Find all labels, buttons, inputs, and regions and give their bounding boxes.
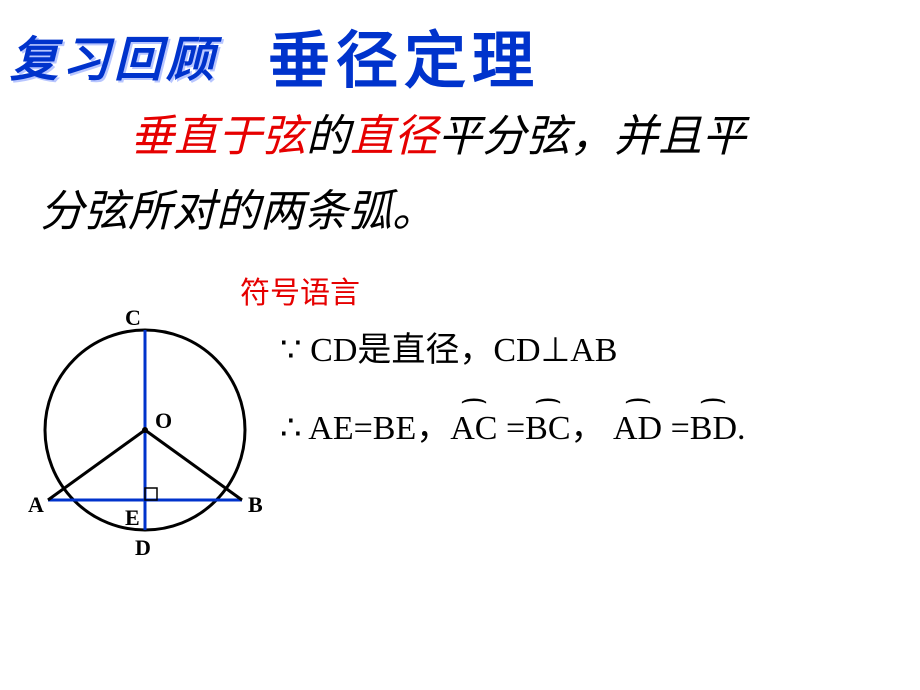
stmt-p2: 的 — [306, 112, 350, 161]
arc-ad: AD — [613, 390, 662, 468]
because-sym: ∵ — [280, 332, 302, 369]
period: . — [737, 410, 746, 447]
label-c: C — [125, 305, 141, 330]
right-angle-mark — [145, 488, 157, 500]
comma1: ， — [571, 410, 605, 447]
review-label: 复习回顾 — [10, 20, 218, 90]
geometry-diagram: C O A B E D — [20, 300, 270, 580]
proof-block: ∵ CD是直径，CD⊥AB ∴ AE=BE，AC =BC， AD =BD. — [280, 312, 746, 468]
label-o: O — [155, 408, 172, 433]
label-a: A — [28, 492, 44, 517]
proof-given: ∵ CD是直径，CD⊥AB — [280, 312, 746, 390]
therefore-sym: ∴ — [280, 410, 302, 447]
diagram-svg: C O A B E D — [20, 300, 270, 580]
line-ob — [145, 430, 242, 500]
conc-ae-be: AE=BE， — [302, 410, 451, 447]
proof-conclusion: ∴ AE=BE，AC =BC， AD =BD. — [280, 390, 746, 468]
arc-ac: AC — [450, 390, 497, 468]
stmt-red-2: 直径 — [350, 112, 438, 161]
eq1: = — [497, 410, 525, 447]
eq2: = — [662, 410, 690, 447]
stmt-red-1: 垂直于弦 — [130, 112, 306, 161]
page-title: 垂径定理 — [268, 10, 540, 100]
header: 复习回顾 垂径定理 — [0, 10, 920, 100]
point-o — [142, 427, 148, 433]
line-oa — [48, 430, 145, 500]
label-b: B — [248, 492, 263, 517]
label-e: E — [125, 505, 140, 530]
stmt-line2: 分弦所对的两条弧。 — [40, 187, 436, 236]
arc-bc: BC — [525, 390, 570, 468]
stmt-p4: 平分弦，并且平 — [438, 112, 746, 161]
theorem-statement: 垂直于弦的直径平分弦，并且平 分弦所对的两条弧。 — [40, 100, 880, 250]
arc-bd: BD — [690, 390, 737, 468]
given-text: CD是直径，CD⊥AB — [302, 332, 618, 369]
label-d: D — [135, 535, 151, 560]
